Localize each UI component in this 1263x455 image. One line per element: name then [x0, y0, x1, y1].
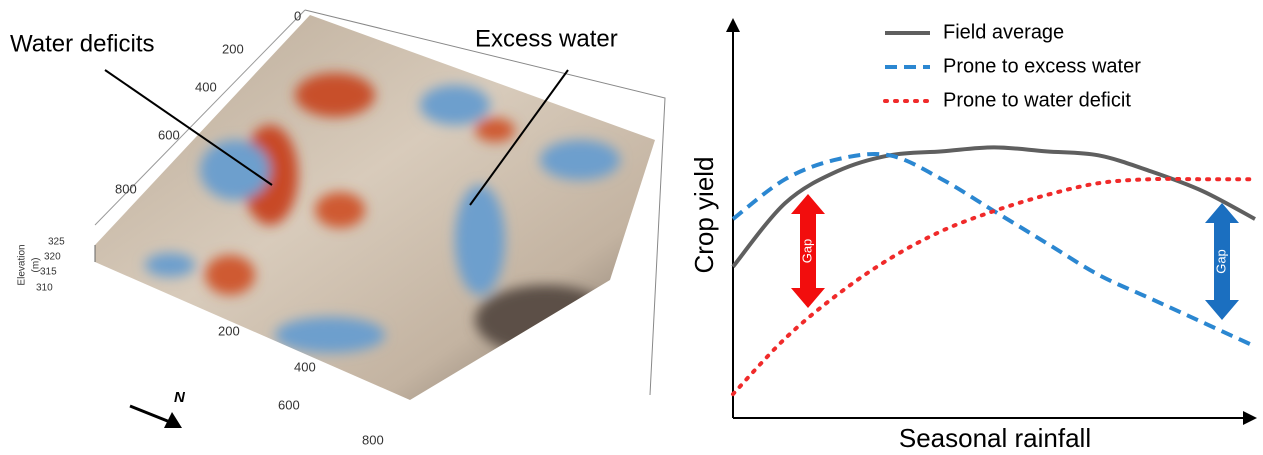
elevation-tick: 310	[36, 283, 53, 294]
legend-label: Prone to water deficit	[943, 89, 1131, 111]
side-tick: 400	[195, 79, 217, 94]
gap-label: Gap	[1213, 249, 1228, 274]
north-label: N	[174, 389, 186, 406]
terrain-label: Excess water	[475, 25, 618, 52]
legend-label: Field average	[943, 21, 1064, 43]
side-tick: 0	[294, 8, 301, 23]
y-axis-label: Crop yield	[689, 156, 719, 273]
plot: Field average Prone to excess water Prone …	[733, 21, 1255, 394]
front-tick: 600	[278, 397, 300, 412]
gap-label: Gap	[799, 239, 814, 264]
terrain	[95, 10, 665, 428]
side-tick: 600	[158, 127, 180, 142]
figure: Water deficits Excess water N Elevation …	[0, 0, 1263, 455]
y-axis-arrow	[726, 18, 740, 32]
elevation-label: Elevation	[17, 244, 28, 285]
elevation-tick: 320	[44, 252, 61, 263]
front-tick: 400	[294, 359, 316, 374]
side-tick: 800	[115, 181, 137, 196]
side-tick: 200	[222, 41, 244, 56]
front-tick: 800	[362, 432, 384, 447]
north-arrow	[130, 406, 170, 422]
page: {"terrain":{"labels":["Water deficits","…	[0, 0, 1263, 455]
x-axis-label: Seasonal rainfall	[899, 423, 1091, 453]
legend-label: Prone to excess water	[943, 55, 1141, 77]
terrain-label: Water deficits	[10, 30, 154, 57]
elevation-tick: 325	[48, 237, 65, 248]
x-axis-arrow	[1243, 411, 1257, 425]
elevation-tick: 315	[40, 267, 57, 278]
front-tick: 200	[218, 323, 240, 338]
